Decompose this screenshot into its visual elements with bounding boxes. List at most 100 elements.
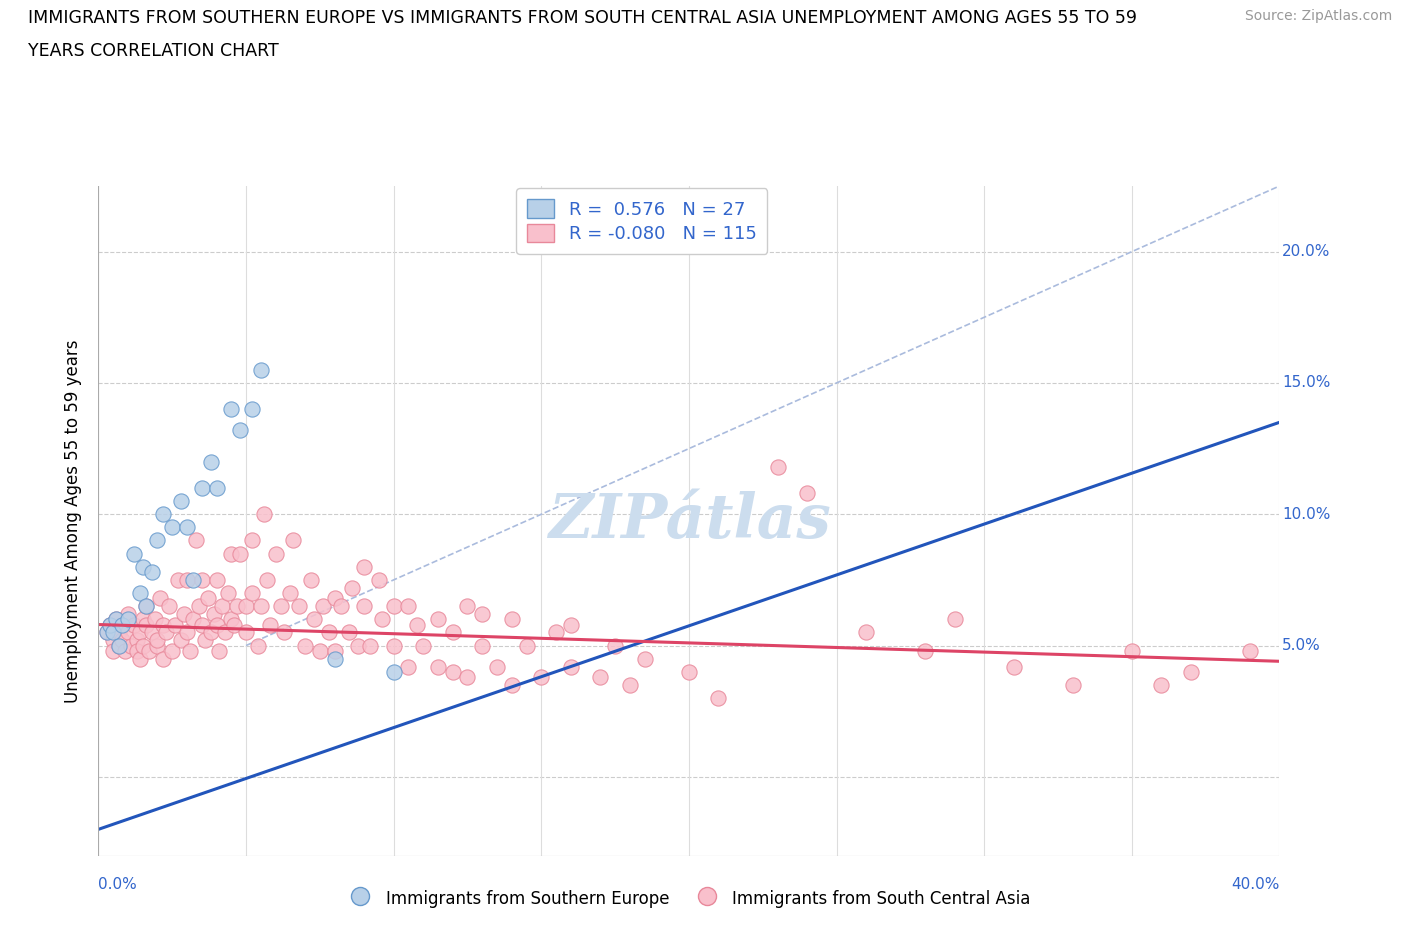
Point — [544, 625, 567, 640]
Point — [108, 625, 131, 640]
Point — [1121, 644, 1143, 658]
Point — [135, 618, 157, 632]
Point — [152, 507, 174, 522]
Point — [246, 638, 269, 653]
Point — [103, 625, 125, 640]
Text: 20.0%: 20.0% — [1282, 245, 1330, 259]
Point — [323, 591, 346, 605]
Point — [176, 625, 198, 640]
Point — [197, 591, 219, 605]
Point — [412, 638, 434, 653]
Point — [191, 573, 214, 588]
Point — [98, 618, 121, 632]
Text: 40.0%: 40.0% — [1232, 877, 1279, 892]
Point — [111, 618, 134, 632]
Point — [368, 573, 391, 588]
Point — [1239, 644, 1261, 658]
Point — [678, 664, 700, 679]
Point — [347, 638, 370, 653]
Point — [132, 638, 155, 653]
Point — [259, 618, 281, 632]
Point — [253, 507, 276, 522]
Point — [224, 618, 246, 632]
Point — [214, 625, 236, 640]
Point — [125, 632, 148, 647]
Point — [560, 659, 582, 674]
Point — [240, 533, 263, 548]
Point — [283, 533, 305, 548]
Point — [135, 599, 157, 614]
Point — [205, 481, 228, 496]
Point — [302, 612, 325, 627]
Point — [914, 644, 936, 658]
Point — [235, 599, 257, 614]
Point — [132, 559, 155, 574]
Point — [103, 644, 125, 658]
Point — [122, 618, 145, 632]
Point — [309, 644, 332, 658]
Point — [219, 546, 242, 561]
Point — [427, 612, 450, 627]
Point — [208, 644, 231, 658]
Point — [103, 632, 125, 647]
Text: 5.0%: 5.0% — [1282, 638, 1320, 653]
Point — [181, 612, 204, 627]
Point — [152, 651, 174, 666]
Point — [138, 644, 160, 658]
Point — [181, 573, 204, 588]
Point — [329, 599, 352, 614]
Legend: Immigrants from Southern Europe, Immigrants from South Central Asia: Immigrants from Southern Europe, Immigra… — [340, 883, 1038, 914]
Point — [619, 677, 641, 692]
Point — [226, 599, 249, 614]
Point — [105, 612, 128, 627]
Point — [157, 599, 180, 614]
Point — [191, 481, 214, 496]
Point — [294, 638, 316, 653]
Point — [312, 599, 335, 614]
Point — [96, 625, 118, 640]
Point — [117, 606, 139, 621]
Point — [560, 618, 582, 632]
Point — [149, 591, 172, 605]
Point — [353, 559, 375, 574]
Point — [176, 573, 198, 588]
Point — [111, 632, 134, 647]
Point — [120, 638, 142, 653]
Point — [707, 691, 730, 706]
Point — [108, 638, 131, 653]
Point — [146, 632, 169, 647]
Point — [855, 625, 877, 640]
Point — [486, 659, 509, 674]
Point — [162, 644, 183, 658]
Point — [530, 670, 553, 684]
Point — [396, 659, 419, 674]
Point — [441, 625, 464, 640]
Point — [219, 402, 242, 417]
Point — [117, 625, 139, 640]
Point — [229, 546, 252, 561]
Point — [128, 625, 150, 640]
Point — [179, 644, 201, 658]
Text: 15.0%: 15.0% — [1282, 376, 1330, 391]
Text: IMMIGRANTS FROM SOUTHERN EUROPE VS IMMIGRANTS FROM SOUTH CENTRAL ASIA UNEMPLOYME: IMMIGRANTS FROM SOUTHERN EUROPE VS IMMIG… — [28, 9, 1137, 27]
Point — [146, 533, 169, 548]
Point — [371, 612, 394, 627]
Text: 0.0%: 0.0% — [98, 877, 138, 892]
Point — [382, 599, 405, 614]
Point — [128, 586, 150, 601]
Point — [427, 659, 450, 674]
Point — [141, 565, 163, 579]
Point — [515, 638, 537, 653]
Point — [323, 644, 346, 658]
Point — [1002, 659, 1025, 674]
Point — [184, 533, 207, 548]
Point — [170, 632, 193, 647]
Point — [141, 625, 163, 640]
Point — [143, 612, 166, 627]
Point — [240, 402, 263, 417]
Point — [273, 625, 295, 640]
Point — [205, 618, 228, 632]
Point — [187, 599, 209, 614]
Point — [1150, 677, 1173, 692]
Point — [633, 651, 655, 666]
